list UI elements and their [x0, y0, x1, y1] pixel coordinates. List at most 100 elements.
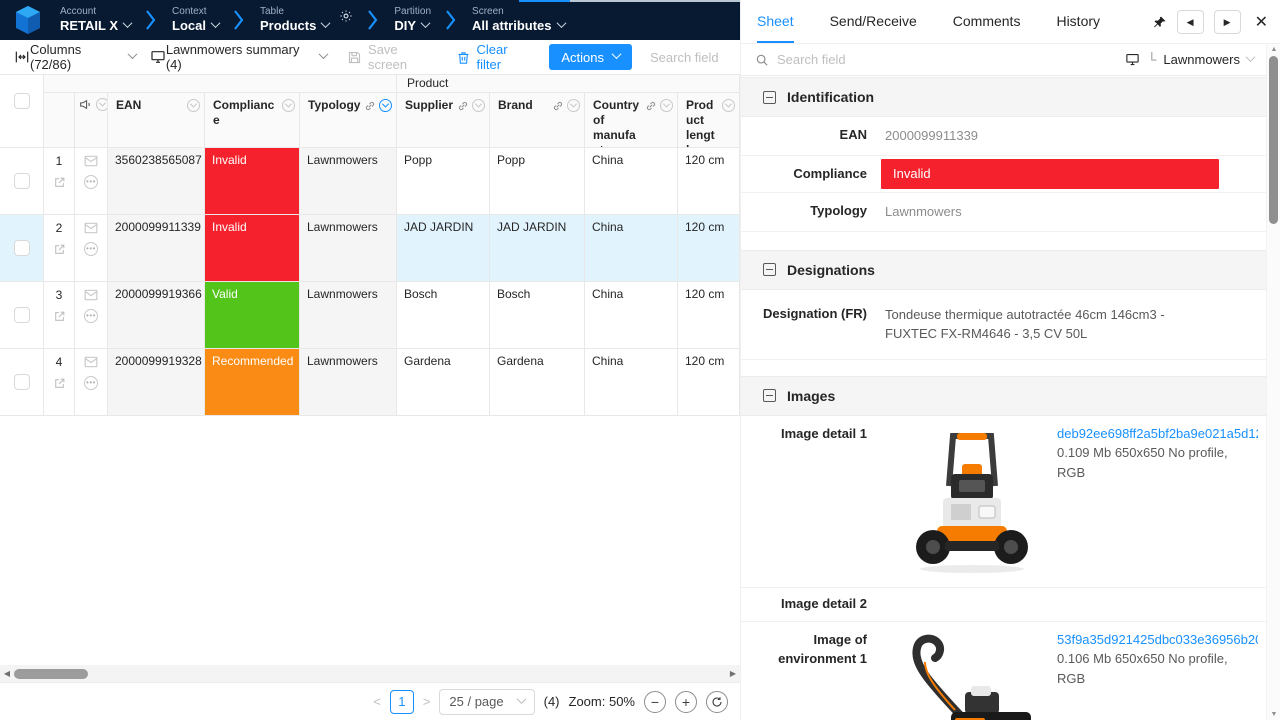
scroll-left-icon[interactable]: ◀ — [3, 669, 11, 678]
cell-typology[interactable]: Lawnmowers — [300, 148, 397, 215]
cell-brand[interactable]: Bosch — [490, 282, 585, 349]
row-checkbox[interactable] — [13, 307, 30, 323]
cell-supplier[interactable]: Bosch — [397, 282, 490, 349]
cell-compliance[interactable]: Invalid — [205, 148, 300, 215]
cell-supplier[interactable]: Gardena — [397, 349, 490, 416]
columns-selector[interactable]: Columns (72/86) — [30, 42, 138, 72]
save-screen-button[interactable]: Save screen — [347, 42, 437, 72]
app-logo-icon[interactable] — [12, 4, 44, 36]
cell-compliance[interactable]: Valid — [205, 282, 300, 349]
vertical-scrollbar[interactable]: ▲ ▼ — [1266, 44, 1280, 720]
announce-icon[interactable] — [79, 98, 92, 111]
cell-ean[interactable]: 2000099919328 — [108, 349, 205, 416]
current-page-button[interactable]: 1 — [389, 689, 414, 714]
grid-search-input[interactable] — [649, 49, 740, 65]
table-row[interactable]: 4 ••• 2000099919328 Recommended Lawnmowe… — [0, 349, 740, 416]
mail-icon[interactable] — [84, 222, 98, 234]
table-row-selected[interactable]: 2 ••• 2000099911339 Invalid Lawnmowers J… — [0, 215, 740, 282]
open-record-icon[interactable] — [53, 176, 66, 189]
scroll-up-icon[interactable]: ▲ — [1270, 46, 1278, 53]
filter-active-icon[interactable] — [379, 99, 392, 112]
comment-status-icon[interactable]: ••• — [84, 309, 98, 323]
section-designations[interactable]: Designations — [741, 249, 1266, 290]
open-record-icon[interactable] — [53, 243, 66, 256]
scroll-down-icon[interactable]: ▼ — [1270, 711, 1278, 718]
panel-screen-selector[interactable]: └ Lawnmowers — [1125, 51, 1256, 67]
header-length[interactable]: Product length — [678, 93, 740, 148]
crumb-context[interactable]: Context Local — [172, 6, 221, 34]
header-country[interactable]: Country of manufacture — [585, 93, 678, 148]
cell-brand[interactable]: Popp — [490, 148, 585, 215]
cell-supplier[interactable]: JAD JARDIN — [397, 215, 490, 282]
comment-status-icon[interactable]: ••• — [84, 242, 98, 256]
zoom-out-button[interactable]: − — [644, 690, 666, 713]
page-size-select[interactable]: 25 / page — [439, 688, 535, 715]
next-record-button[interactable]: ▶ — [1213, 10, 1241, 34]
mail-icon[interactable] — [84, 155, 98, 167]
field-value[interactable]: Tondeuse thermique autotractée 46cm 146c… — [885, 306, 1165, 342]
column-menu-icon[interactable] — [96, 98, 107, 111]
column-menu-icon[interactable] — [472, 99, 485, 112]
compliance-status-badge[interactable]: Invalid — [881, 158, 1219, 189]
cell-ean[interactable]: 2000099919366 — [108, 282, 205, 349]
crumb-screen[interactable]: Screen All attributes — [472, 6, 566, 34]
cell-brand[interactable]: JAD JARDIN — [490, 215, 585, 282]
field-search-input[interactable] — [777, 52, 1118, 67]
row-checkbox[interactable] — [13, 240, 30, 256]
column-menu-icon[interactable] — [187, 99, 200, 112]
clear-filter-button[interactable]: Clear filter — [456, 42, 534, 72]
row-checkbox[interactable] — [13, 173, 30, 189]
product-image-1[interactable] — [899, 424, 1045, 578]
horizontal-scrollbar[interactable]: ◀ ▶ — [0, 665, 740, 682]
mail-icon[interactable] — [84, 356, 98, 368]
header-supplier[interactable]: Supplier — [397, 93, 490, 148]
scroll-right-icon[interactable]: ▶ — [729, 669, 737, 678]
image-file-link[interactable]: 53f9a35d921425dbc033e36956b20bd — [1057, 631, 1258, 647]
close-icon[interactable]: ✕ — [1254, 14, 1268, 31]
column-menu-icon[interactable] — [567, 99, 580, 112]
header-typology[interactable]: Typology — [300, 93, 397, 148]
refresh-button[interactable] — [706, 690, 728, 713]
next-page-icon[interactable]: > — [422, 694, 431, 709]
cell-length[interactable]: 120 cm — [678, 282, 740, 349]
zoom-in-button[interactable]: + — [675, 690, 697, 713]
comment-status-icon[interactable]: ••• — [84, 175, 98, 189]
vertical-scrollbar-thumb[interactable] — [1269, 56, 1278, 224]
cell-length[interactable]: 120 cm — [678, 215, 740, 282]
horizontal-scrollbar-thumb[interactable] — [14, 668, 88, 679]
header-ean[interactable]: EAN — [108, 93, 205, 148]
crumb-account[interactable]: Account RETAIL X — [60, 6, 133, 34]
collapse-section-icon[interactable] — [763, 263, 776, 277]
field-value[interactable]: Lawnmowers — [885, 204, 962, 220]
cell-typology[interactable]: Lawnmowers — [300, 215, 397, 282]
header-compliance[interactable]: Compliance — [205, 93, 300, 148]
cell-length[interactable]: 120 cm — [678, 349, 740, 416]
cell-typology[interactable]: Lawnmowers — [300, 282, 397, 349]
pin-icon[interactable] — [1152, 15, 1167, 30]
table-row[interactable]: 1 ••• 3560238565087 Invalid Lawnmowers P… — [0, 148, 740, 215]
cell-country[interactable]: China — [585, 282, 678, 349]
select-all-checkbox[interactable] — [13, 93, 30, 109]
table-settings-gear-icon[interactable] — [339, 9, 353, 23]
cell-country[interactable]: China — [585, 349, 678, 416]
cell-country[interactable]: China — [585, 215, 678, 282]
cell-ean[interactable]: 3560238565087 — [108, 148, 205, 215]
tab-sheet[interactable]: Sheet — [757, 0, 794, 43]
image-file-link[interactable]: deb92ee698ff2a5bf2ba9e021a5d125b — [1057, 425, 1258, 441]
comment-status-icon[interactable]: ••• — [84, 376, 98, 390]
header-brand[interactable]: Brand — [490, 93, 585, 148]
previous-record-button[interactable]: ◀ — [1176, 10, 1204, 34]
table-row[interactable]: 3 ••• 2000099919366 Valid Lawnmowers Bos… — [0, 282, 740, 349]
collapse-section-icon[interactable] — [763, 389, 776, 403]
cell-length[interactable]: 120 cm — [678, 148, 740, 215]
cell-supplier[interactable]: Popp — [397, 148, 490, 215]
product-image-2[interactable] — [895, 630, 1045, 720]
column-menu-icon[interactable] — [282, 99, 295, 112]
open-record-icon[interactable] — [53, 377, 66, 390]
section-identification[interactable]: Identification — [741, 77, 1266, 117]
mail-icon[interactable] — [84, 289, 98, 301]
prev-page-icon[interactable]: < — [373, 694, 381, 709]
column-menu-icon[interactable] — [660, 99, 673, 112]
open-record-icon[interactable] — [53, 310, 66, 323]
tab-history[interactable]: History — [1056, 12, 1101, 29]
